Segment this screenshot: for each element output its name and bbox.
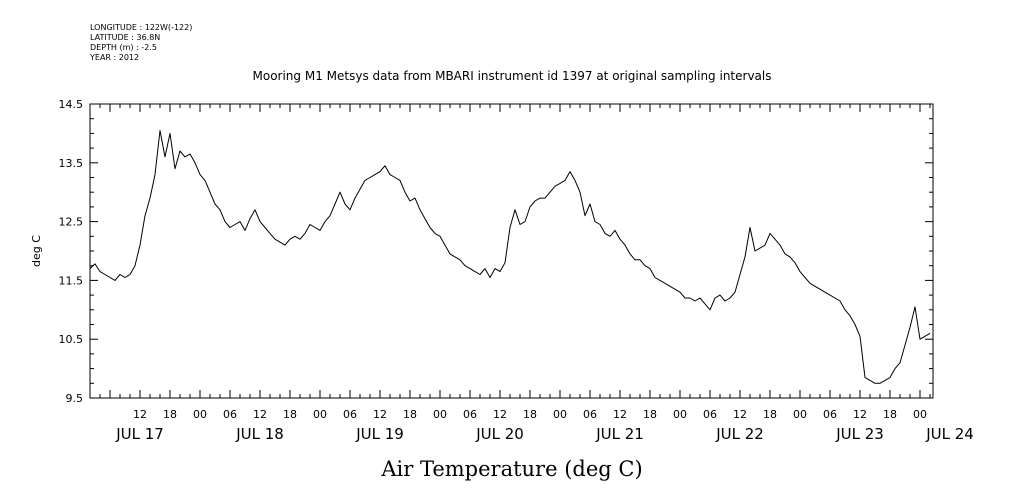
x-day-label: JUL 18 [235, 425, 284, 443]
x-hour-label: 00 [793, 408, 807, 421]
meta-latitude: LATITUDE : 36.8N [90, 33, 160, 42]
meta-longitude: LONGITUDE : 122W(-122) [90, 23, 192, 32]
x-hour-label: 06 [463, 408, 477, 421]
x-hour-label: 18 [283, 408, 297, 421]
x-axis-label: Air Temperature (deg C) [380, 457, 642, 481]
x-hour-label: 18 [883, 408, 897, 421]
meta-year: YEAR : 2012 [89, 53, 139, 62]
x-hour-label: 00 [193, 408, 207, 421]
y-tick-label: 10.5 [59, 333, 84, 346]
x-hour-label: 12 [133, 408, 147, 421]
x-hour-label: 18 [643, 408, 657, 421]
meta-depth: DEPTH (m) : -2.5 [90, 43, 157, 52]
x-hour-label: 00 [553, 408, 567, 421]
x-hour-label: 12 [853, 408, 867, 421]
x-day-label: JUL 17 [115, 425, 164, 443]
x-hour-label: 12 [733, 408, 747, 421]
x-hour-label: 18 [523, 408, 537, 421]
y-axis: 9.5 10.5 11.5 12.5 13.5 14.5 [59, 98, 933, 405]
y-axis-label: deg C [30, 235, 43, 267]
chart-title: Mooring M1 Metsys data from MBARI instru… [253, 69, 772, 83]
x-hour-label: 00 [433, 408, 447, 421]
x-day-label: JUL 23 [835, 425, 884, 443]
x-day-label: JUL 20 [475, 425, 524, 443]
y-tick-label: 13.5 [59, 157, 84, 170]
x-hour-label: 00 [913, 408, 927, 421]
x-hour-label: 06 [583, 408, 597, 421]
x-hour-label: 12 [253, 408, 267, 421]
metadata-block: LONGITUDE : 122W(-122) LATITUDE : 36.8N … [89, 23, 192, 62]
x-hour-label: 18 [763, 408, 777, 421]
x-hour-label: 00 [313, 408, 327, 421]
y-tick-label: 11.5 [59, 274, 84, 287]
x-hour-label: 18 [403, 408, 417, 421]
x-day-label: JUL 19 [355, 425, 404, 443]
x-hour-label: 12 [613, 408, 627, 421]
x-hour-label: 06 [343, 408, 357, 421]
x-hour-label: 06 [223, 408, 237, 421]
x-day-label: JUL 24 [925, 425, 974, 443]
series-layer [89, 130, 931, 384]
x-day-label: JUL 22 [715, 425, 764, 443]
x-hour-label: 12 [373, 408, 387, 421]
plot-frame [89, 103, 934, 399]
x-axis: 12 18 00 06 12 18 00 06 12 18 00 06 12 18 00 06 12 18 00 06… [99, 104, 974, 443]
x-hour-label: 06 [703, 408, 717, 421]
y-tick-label: 14.5 [59, 98, 84, 111]
x-hour-label: 00 [673, 408, 687, 421]
y-tick-label: 9.5 [66, 392, 84, 405]
x-hour-label: 12 [493, 408, 507, 421]
x-day-label: JUL 21 [595, 425, 644, 443]
y-tick-label: 12.5 [59, 216, 84, 229]
series-line-air-temperature [89, 130, 931, 384]
x-hour-label: 18 [163, 408, 177, 421]
x-hour-label: 06 [823, 408, 837, 421]
